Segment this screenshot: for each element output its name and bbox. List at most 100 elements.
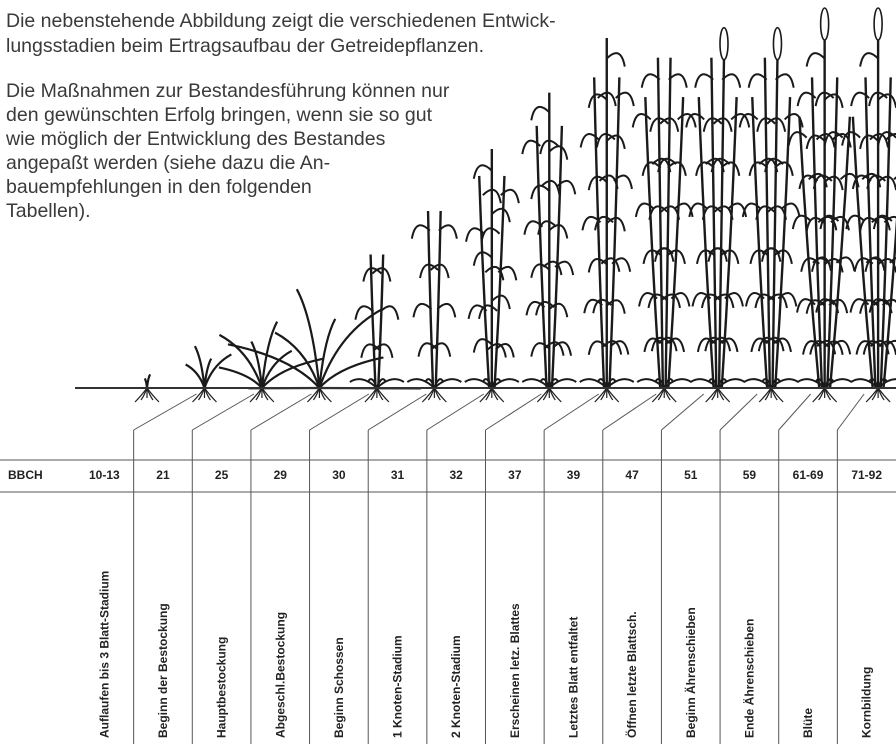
leaf xyxy=(531,107,549,120)
leaf xyxy=(776,74,794,87)
leaf xyxy=(669,74,687,87)
stage-label: Hauptbestockung xyxy=(215,637,229,738)
leaf xyxy=(607,53,625,66)
leaf xyxy=(195,346,205,388)
leaf xyxy=(589,259,607,272)
leaf xyxy=(380,306,398,319)
leaf xyxy=(355,306,373,319)
stage-label: Beginn Schossen xyxy=(332,637,346,738)
leaf xyxy=(633,114,651,127)
stage-label: Abgeschl.Bestockung xyxy=(273,612,287,738)
ear xyxy=(821,8,829,40)
stage-connector xyxy=(544,394,599,430)
stage-code: 61-69 xyxy=(793,468,824,482)
leaf xyxy=(297,289,320,388)
leaf xyxy=(878,94,896,107)
leaf xyxy=(648,294,666,307)
stage-connector xyxy=(427,394,484,430)
leaf xyxy=(432,343,450,356)
stage-label: 1 Knoten-Stadium xyxy=(391,635,405,738)
stage-label: Kornbildung xyxy=(860,667,874,738)
leaf xyxy=(412,225,430,238)
stage-connector xyxy=(368,394,426,430)
stage-connector xyxy=(251,394,311,430)
note-line: Die Maßnahmen zur Bestandesführung könne… xyxy=(6,80,450,102)
stage-connector xyxy=(661,394,703,430)
intro-line: Die nebenstehende Abbildung zeigt die ve… xyxy=(6,10,556,32)
leaf xyxy=(219,335,262,388)
stem xyxy=(371,254,376,388)
leaf xyxy=(860,53,878,66)
stage-code: 10-13 xyxy=(89,468,120,482)
note-line: Tabellen). xyxy=(6,200,91,222)
stem xyxy=(537,126,547,388)
leaf xyxy=(755,294,773,307)
stage-connector xyxy=(603,394,656,430)
leaf xyxy=(655,248,673,261)
leaf xyxy=(749,74,767,87)
leaf xyxy=(204,354,231,388)
leaf xyxy=(769,294,787,307)
leaf xyxy=(482,228,500,241)
intro-line: lungsstadien beim Ertragsaufbau der Getr… xyxy=(6,35,484,57)
stage-connector xyxy=(134,394,197,430)
stage-label: Erscheinen letz. Blattes xyxy=(508,603,522,738)
ear xyxy=(874,8,882,40)
stem xyxy=(479,176,489,388)
stage-code: 31 xyxy=(391,468,405,482)
leaf xyxy=(662,294,680,307)
stage-label: 2 Knoten-Stadium xyxy=(449,635,463,738)
leaf xyxy=(413,304,431,317)
leaf xyxy=(589,341,607,354)
page: BBCH Die nebenstehende Abbildung zeigt d… xyxy=(0,0,896,744)
leaf xyxy=(642,74,660,87)
stage-code: 32 xyxy=(449,468,463,482)
leaf xyxy=(492,209,510,222)
stem xyxy=(378,254,383,388)
stage-label: Beginn der Bestockung xyxy=(156,603,170,738)
leaf xyxy=(549,146,567,159)
leaf xyxy=(695,74,713,87)
leaf xyxy=(807,53,825,66)
stage-label: Auflaufen bis 3 Blatt-Stadium xyxy=(97,571,111,738)
stage-code: 71-92 xyxy=(851,468,882,482)
stage-code: 59 xyxy=(743,468,757,482)
stem xyxy=(436,211,441,388)
leaf xyxy=(708,248,726,261)
stage-code: 37 xyxy=(508,468,522,482)
leaf xyxy=(825,94,843,107)
stage-connector xyxy=(779,394,811,430)
leaf xyxy=(418,343,436,356)
stage-connector xyxy=(310,394,369,430)
stem xyxy=(552,126,562,388)
stage-connector xyxy=(486,394,542,430)
leaf xyxy=(531,186,549,199)
stage-label: Ende Ährenschieben xyxy=(741,619,756,738)
stage-code: 21 xyxy=(156,468,170,482)
stage-code: 29 xyxy=(274,468,288,482)
note-line: angepaßt werden (siehe dazu die An- xyxy=(6,152,330,174)
leaf xyxy=(789,132,807,145)
leaf xyxy=(762,248,780,261)
leaf xyxy=(702,294,720,307)
leaf xyxy=(715,294,733,307)
leaf xyxy=(807,135,825,148)
stem xyxy=(428,211,433,388)
stem xyxy=(495,176,505,388)
note-line: wie möglich der Entwicklung des Bestande… xyxy=(5,128,386,150)
stage-code: 47 xyxy=(625,468,639,482)
leaf xyxy=(361,344,379,357)
stage-label: Blüte xyxy=(801,708,815,738)
leaf xyxy=(439,225,457,238)
note-line: den gewünschten Erfolg bringen, wenn sie… xyxy=(6,104,433,126)
stage-code: 30 xyxy=(332,468,346,482)
leaf xyxy=(531,343,549,356)
leaf xyxy=(437,304,455,317)
stage-code: 51 xyxy=(684,468,698,482)
ear xyxy=(773,28,781,60)
row-label: BBCH xyxy=(8,468,43,482)
leaf xyxy=(589,94,607,107)
stage-label: Letztes Blatt entfaltet xyxy=(566,617,580,738)
leaf xyxy=(474,339,492,352)
leaf xyxy=(722,74,740,87)
